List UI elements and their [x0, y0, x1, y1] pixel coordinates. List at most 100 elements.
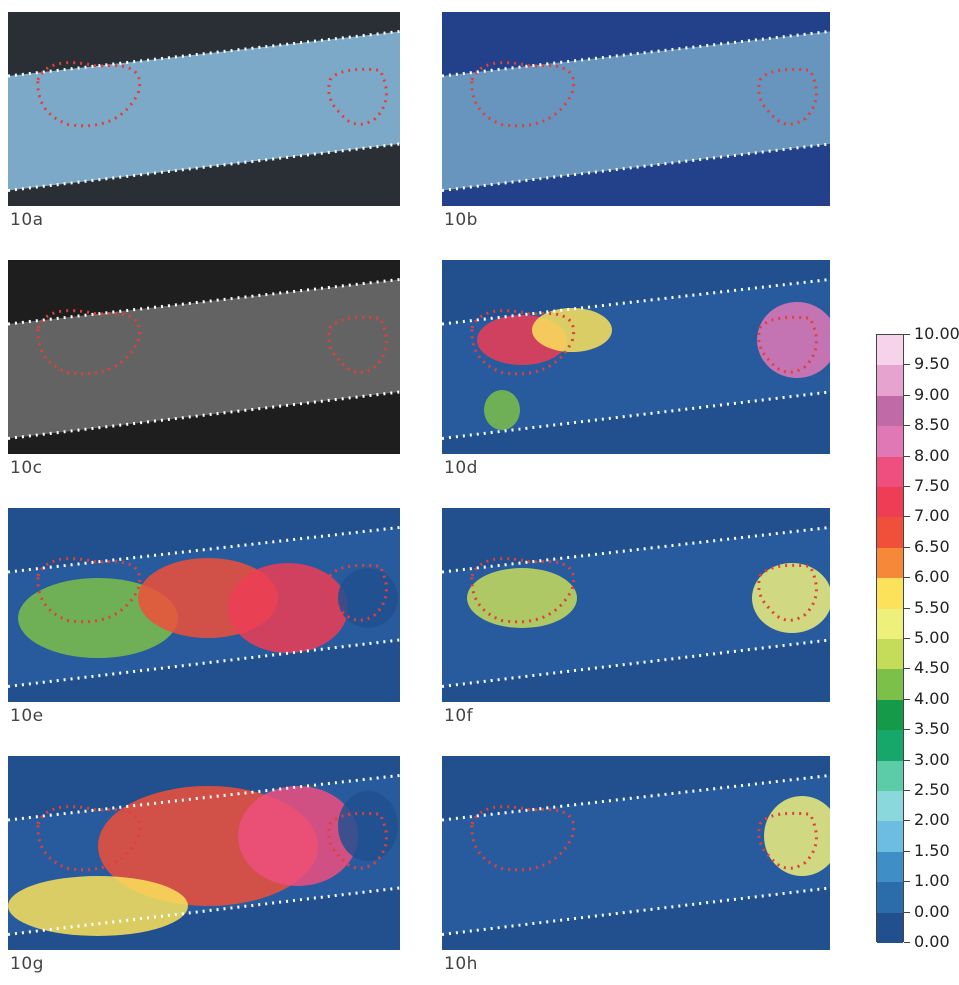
- panel-h-region-left: [470, 805, 575, 872]
- panel-f-image: [442, 508, 830, 702]
- panel-c-caption: 10c: [10, 458, 43, 478]
- colorbar-segment: [877, 608, 903, 640]
- panel-e-region-left: [36, 557, 141, 624]
- panel-g-region-right: [327, 811, 388, 870]
- colorbar-segment: [877, 426, 903, 458]
- panel-b-image: [442, 12, 830, 206]
- panel-c-region-right: [327, 315, 388, 374]
- panel-c-region-left: [36, 309, 141, 376]
- panel-c-image: [8, 260, 400, 454]
- colorbar: [876, 334, 904, 944]
- panel-g: [8, 756, 400, 950]
- colorbar-tick-label: 6.00: [914, 567, 950, 587]
- panel-f: [442, 508, 830, 702]
- colorbar-segment: [877, 791, 903, 822]
- colorbar-tick-label: 6.50: [914, 536, 950, 556]
- panel-f-caption: 10f: [444, 706, 474, 726]
- panel-h-region-right: [757, 811, 818, 870]
- colorbar-tick-label: 9.00: [914, 384, 950, 404]
- colorbar-tick-mark: [904, 911, 910, 913]
- panel-e-upper-boundary: [8, 525, 400, 574]
- panel-e-hotspot: [228, 563, 348, 653]
- panel-d-image: [442, 260, 830, 454]
- colorbar-tick-mark: [904, 668, 910, 670]
- colorbar-segment: [877, 912, 903, 944]
- panel-d-hotspot: [757, 302, 830, 378]
- panel-e-lower-boundary: [8, 638, 400, 688]
- colorbar-tick-label: 3.50: [914, 719, 950, 739]
- panel-a-caption: 10a: [10, 210, 44, 230]
- colorbar-tick-mark: [904, 881, 910, 883]
- panel-f-region-left: [470, 557, 575, 624]
- panel-b-caption: 10b: [444, 210, 478, 230]
- colorbar-tick-mark: [904, 577, 910, 579]
- panel-a-lower-boundary: [8, 142, 400, 192]
- panel-f-region-right: [757, 563, 818, 622]
- colorbar-tick-label: 0.00: [914, 932, 950, 951]
- panel-c-lower-boundary: [8, 390, 400, 440]
- panel-h: [442, 756, 830, 950]
- colorbar-tick-mark: [904, 698, 910, 700]
- panel-d-caption: 10d: [444, 458, 478, 478]
- colorbar-tick-mark: [904, 790, 910, 791]
- panel-a-region-right: [327, 67, 388, 126]
- colorbar-tick-mark: [904, 942, 910, 943]
- colorbar-segment: [877, 699, 903, 731]
- colorbar-segment: [877, 335, 903, 366]
- colorbar-tick-label: 9.50: [914, 354, 950, 374]
- panel-c: [8, 260, 400, 454]
- panel-b-region-right: [757, 67, 818, 126]
- colorbar-tick-mark: [904, 759, 910, 761]
- panel-h-image: [442, 756, 830, 950]
- colorbar-tick-label: 7.00: [914, 506, 950, 526]
- panel-e: [8, 508, 400, 702]
- panel-g-region-left: [36, 805, 141, 872]
- colorbar-segment: [877, 730, 903, 762]
- panel-e-region-right: [327, 563, 388, 622]
- panel-e-image: [8, 508, 400, 702]
- colorbar-segment: [877, 760, 903, 792]
- panel-g-upper-boundary: [8, 773, 400, 822]
- colorbar-tick-label: 5.50: [914, 597, 950, 617]
- colorbar-tick-mark: [904, 820, 910, 822]
- panel-g-hotspot: [338, 791, 398, 861]
- colorbar-tick-mark: [904, 516, 910, 518]
- panel-a-upper-boundary: [8, 29, 400, 78]
- panel-g-hotspot: [8, 876, 188, 936]
- colorbar-tick-mark: [904, 546, 910, 548]
- panel-d: [442, 260, 830, 454]
- colorbar-tick-mark: [904, 334, 910, 335]
- panel-d-hotspot: [484, 390, 520, 430]
- colorbar-segment: [877, 365, 903, 397]
- colorbar-tick-mark: [904, 607, 910, 609]
- panel-e-hotspot: [338, 568, 398, 628]
- colorbar-segment: [877, 669, 903, 701]
- panel-d-region-left: [470, 309, 575, 376]
- panel-f-hotspot: [752, 563, 830, 633]
- colorbar-segment: [877, 639, 903, 670]
- panel-g-hotspot: [238, 786, 358, 886]
- colorbar-segment: [877, 487, 903, 518]
- colorbar-tick-mark: [904, 638, 910, 639]
- colorbar-tick-label: 2.00: [914, 810, 950, 830]
- panel-f-hotspot: [467, 568, 577, 628]
- colorbar-tick-mark: [904, 729, 910, 731]
- panel-g-image: [8, 756, 400, 950]
- colorbar-tick-label: 5.00: [914, 628, 950, 647]
- colorbar-segment: [877, 821, 903, 853]
- panel-a: [8, 12, 400, 206]
- panel-h-caption: 10h: [444, 954, 478, 974]
- colorbar-tick-mark: [904, 425, 910, 427]
- colorbar-tick-label: 3.00: [914, 749, 950, 769]
- colorbar-tick-mark: [904, 394, 910, 396]
- panel-d-region-right: [757, 315, 818, 374]
- colorbar-segment: [877, 456, 903, 488]
- panel-a-image: [8, 12, 400, 206]
- colorbar-tick-label: 8.50: [914, 415, 950, 435]
- panel-c-upper-boundary: [8, 277, 400, 326]
- panel-b: [442, 12, 830, 206]
- colorbar-segment: [877, 851, 903, 883]
- colorbar-tick-mark: [904, 486, 910, 487]
- colorbar-tick-label: 8.00: [914, 445, 950, 465]
- colorbar-tick-label: 2.50: [914, 780, 950, 799]
